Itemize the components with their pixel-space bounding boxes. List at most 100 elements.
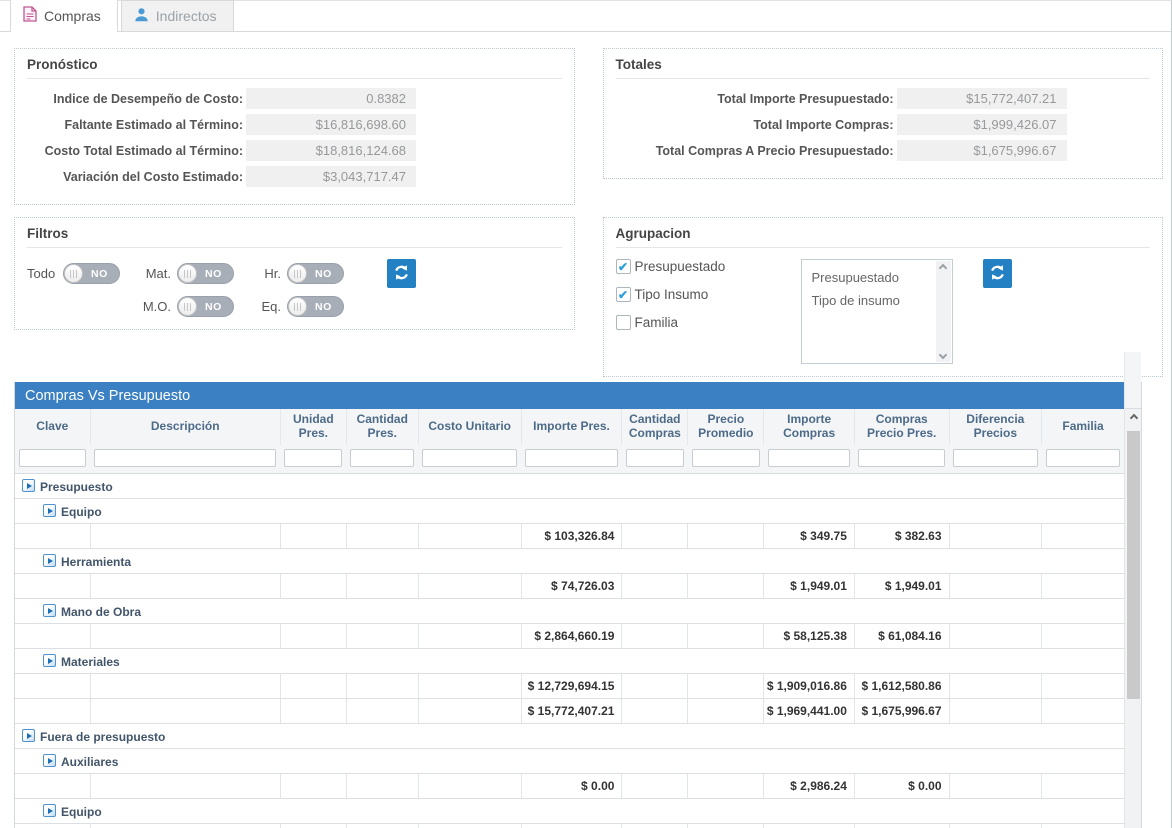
listbox-scrollbar[interactable] xyxy=(935,261,951,362)
toggle-switch[interactable]: NO xyxy=(287,296,344,317)
scrollbar-header-gutter xyxy=(1124,352,1141,409)
scroll-up-icon[interactable] xyxy=(1125,409,1142,427)
expand-icon[interactable] xyxy=(43,804,56,818)
data-row: $ 12,729,694.15 $ 1,909,016.86 $ 1,612,580… xyxy=(15,673,1124,699)
filter-cell xyxy=(346,444,419,474)
scroll-down-icon[interactable] xyxy=(938,350,948,360)
column-header-unidad-pres-[interactable]: Unidad Pres. xyxy=(280,409,347,445)
checkbox-checked-icon[interactable]: ✔ xyxy=(615,259,631,274)
toggle-state-label: NO xyxy=(205,267,222,280)
checkbox-label: Tipo Insumo xyxy=(634,287,709,302)
toggle-switch[interactable]: NO xyxy=(177,263,234,284)
grouping-listbox[interactable]: Presupuestado Tipo de insumo xyxy=(800,259,953,364)
filter-input-precio-promedio[interactable] xyxy=(691,448,760,467)
data-row: $ 2,864,660.19 $ 58,125.38 $ 61,084.16 xyxy=(15,623,1124,649)
column-header-cantidad-pres-[interactable]: Cantidad Pres. xyxy=(346,409,419,445)
amount-cell: $ 8,273.83 xyxy=(763,823,855,828)
column-header-descripci-n[interactable]: Descripción xyxy=(90,409,281,445)
column-header-costo-unitario[interactable]: Costo Unitario xyxy=(418,409,522,445)
pronostico-label: Indice de Desempeño de Costo: xyxy=(53,91,243,106)
filter-cell xyxy=(949,444,1042,474)
expand-icon[interactable] xyxy=(43,504,56,518)
pronostico-label: Variación del Costo Estimado: xyxy=(63,169,243,184)
empty-cell xyxy=(280,823,347,828)
filter-input-importe-pres-[interactable] xyxy=(525,448,618,467)
toggle-knob xyxy=(288,264,307,283)
refresh-filters-button[interactable] xyxy=(387,259,416,288)
empty-cell xyxy=(15,773,91,799)
filter-cell xyxy=(854,444,950,474)
totales-row: Total Importe Presupuestado: $15,772,407.… xyxy=(616,88,1151,109)
pronostico-row: Faltante Estimado al Término: $16,816,698… xyxy=(27,114,562,135)
expand-icon[interactable] xyxy=(43,654,56,668)
empty-cell xyxy=(280,623,347,649)
filter-input-cantidad-compras[interactable] xyxy=(625,448,684,467)
group-row[interactable]: Equipo xyxy=(15,798,1124,824)
filter-input-descripci-n[interactable] xyxy=(94,448,277,467)
group-row[interactable]: Equipo xyxy=(15,498,1124,524)
group-row[interactable]: Presupuesto xyxy=(15,473,1124,499)
group-row[interactable]: Mano de Obra xyxy=(15,598,1124,624)
filter-cell xyxy=(280,444,347,474)
group-row[interactable]: Materiales xyxy=(15,648,1124,674)
checkbox-presupuestado[interactable]: ✔ Presupuestado xyxy=(615,259,771,274)
filter-input-cantidad-pres-[interactable] xyxy=(350,448,415,467)
totales-row: Total Importe Compras: $1,999,426.07 xyxy=(616,114,1151,135)
expand-icon[interactable] xyxy=(22,479,35,493)
column-header-diferencia-precios[interactable]: Diferencia Precios xyxy=(949,409,1043,445)
toggle-switch[interactable]: NO xyxy=(177,296,234,317)
expand-icon[interactable] xyxy=(43,604,56,618)
tab-indirectos[interactable]: Indirectos xyxy=(120,0,234,32)
checkbox-familia[interactable]: ✔Familia xyxy=(615,315,771,330)
group-row[interactable]: Fuera de presupuesto xyxy=(15,723,1124,749)
toggle-state-label: NO xyxy=(315,300,332,313)
column-header-importe-pres-[interactable]: Importe Pres. xyxy=(521,409,623,445)
filter-input-compras-precio-pres-[interactable] xyxy=(858,448,946,467)
checkbox-checked-icon[interactable]: ✔ xyxy=(615,287,631,302)
expand-icon[interactable] xyxy=(43,554,56,568)
filter-input-costo-unitario[interactable] xyxy=(422,448,518,467)
column-header-importe-compras[interactable]: Importe Compras xyxy=(763,409,855,445)
filter-input-familia[interactable] xyxy=(1045,448,1120,467)
panel-title: Filtros xyxy=(27,226,562,248)
filter-input-importe-compras[interactable] xyxy=(767,448,851,467)
empty-cell xyxy=(418,523,522,549)
tab-compras[interactable]: Compras xyxy=(10,0,118,33)
column-header-familia[interactable]: Familia xyxy=(1041,409,1124,445)
panel-title: Totales xyxy=(615,57,1150,79)
panel-title: Agrupacion xyxy=(615,226,1150,248)
expand-icon[interactable] xyxy=(22,729,35,743)
filter-cell xyxy=(1041,444,1124,474)
group-line: Equipo xyxy=(15,803,1124,819)
refresh-grouping-button[interactable] xyxy=(982,259,1012,288)
listbox-item[interactable]: Presupuestado xyxy=(811,270,899,285)
filter-input-clave[interactable] xyxy=(19,448,87,467)
filter-input-unidad-pres-[interactable] xyxy=(284,448,343,467)
listbox-item[interactable]: Tipo de insumo xyxy=(811,293,900,308)
panel-totales: Totales Total Importe Presupuestado: $15,… xyxy=(602,48,1163,179)
group-row[interactable]: Herramienta xyxy=(15,548,1124,574)
checkbox-unchecked-icon[interactable]: ✔ xyxy=(615,315,631,330)
toggle-switch[interactable]: NO xyxy=(287,263,344,284)
empty-cell xyxy=(949,698,1043,724)
checkbox-tipoinsumo[interactable]: ✔ Tipo Insumo xyxy=(615,287,771,302)
amount-cell: $ 0.00 xyxy=(854,823,950,828)
column-header-clave[interactable]: Clave xyxy=(15,409,91,445)
expand-icon[interactable] xyxy=(43,754,56,768)
scrollbar-thumb[interactable] xyxy=(1127,431,1140,699)
column-header-compras-precio-pres-[interactable]: Compras Precio Pres. xyxy=(854,409,950,445)
group-label: Fuera de presupuesto xyxy=(40,729,166,744)
group-cell: Equipo xyxy=(15,498,1124,524)
scroll-up-icon[interactable] xyxy=(938,263,948,273)
empty-cell xyxy=(346,623,419,649)
amount-cell: $ 74,726.03 xyxy=(521,573,623,599)
group-label: Presupuesto xyxy=(40,479,113,494)
group-row[interactable]: Auxiliares xyxy=(15,748,1124,774)
filter-input-diferencia-precios[interactable] xyxy=(953,448,1038,467)
column-header-precio-promedio[interactable]: Precio Promedio xyxy=(687,409,765,445)
column-header-cantidad-compras[interactable]: Cantidad Compras xyxy=(621,409,689,445)
filter-cell xyxy=(15,444,91,474)
knob-grip-icon xyxy=(187,269,188,278)
grid-vertical-scrollbar[interactable] xyxy=(1124,409,1141,828)
toggle-switch[interactable]: NO xyxy=(63,263,120,284)
